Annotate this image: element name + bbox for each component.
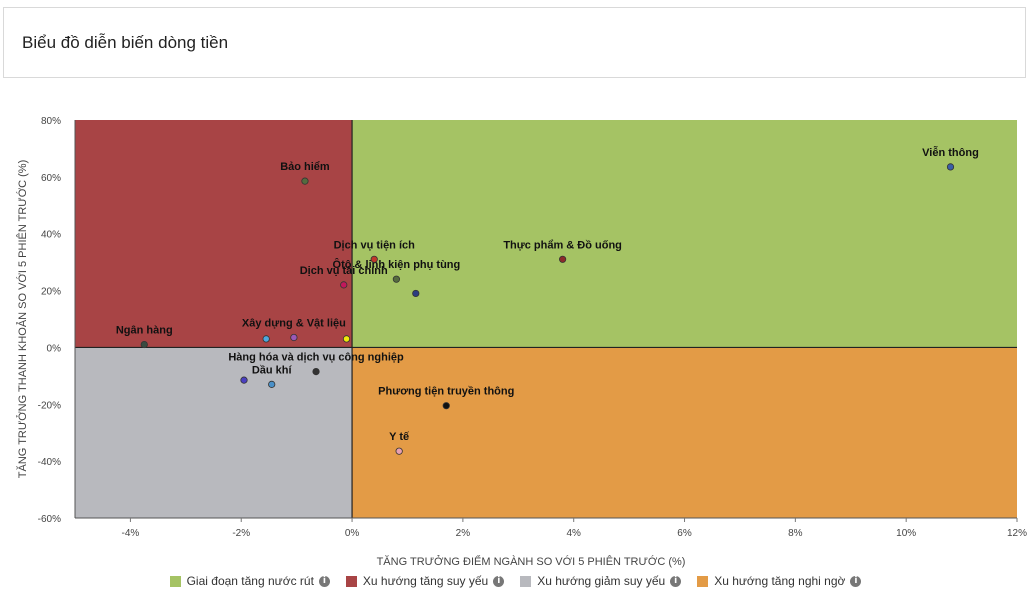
data-label: Ôtô & linh kiện phụ tùng (333, 258, 461, 271)
info-icon[interactable]: i (670, 575, 682, 587)
y-axis-label: TĂNG TRƯỞNG THANH KHOẢN SO VỚI 5 PHIÊN T… (16, 160, 29, 478)
y-tick-label: 20% (41, 287, 61, 298)
legend-label: Xu hướng giảm suy yếu (537, 574, 666, 588)
data-label: Viễn thông (922, 146, 979, 159)
chart-header: Biểu đồ diễn biến dòng tiền (3, 7, 1026, 78)
data-label: Phương tiện truyền thông (378, 386, 514, 398)
data-point (559, 255, 567, 263)
x-tick-label: 8% (788, 528, 803, 539)
chart-legend: Giai đoạn tăng nước rút i Xu hướng tăng … (0, 574, 1031, 588)
legend-item-weakening-downtrend[interactable]: Xu hướng giảm suy yếu i (520, 574, 682, 588)
data-point (370, 255, 378, 263)
legend-swatch (169, 575, 181, 587)
page-title: Biểu đồ diễn biến dòng tiền (22, 33, 229, 52)
data-point (268, 380, 276, 388)
data-label: Xây dựng & Vật liệu (242, 317, 346, 329)
data-label: Bảo hiểm (280, 161, 330, 173)
quadrant-bottom-right (352, 347, 1017, 518)
y-tick-label: 0% (47, 343, 62, 354)
cashflow-scatter-chart: -4% -2% 0% 2% 4% 6% 8% 10% 12% -60% -40% -20% 0% 20% 4… (16, 116, 1027, 568)
quadrant-top-left (75, 120, 353, 348)
legend-label: Giai đoạn tăng nước rút (186, 574, 314, 588)
data-label: Dịch vụ tài chính (300, 265, 388, 277)
x-tick-label: 4% (566, 528, 581, 539)
y-tick-label: 40% (41, 230, 61, 241)
data-label: Dịch vụ tiện ích (334, 239, 416, 251)
y-tick-label: 80% (41, 116, 61, 127)
data-point (301, 177, 309, 185)
data-point (290, 333, 298, 342)
legend-item-doubtful-uptrend[interactable]: Xu hướng tăng nghi ngờ i (697, 574, 862, 588)
legend-label: Xu hướng tăng suy yếu (362, 574, 489, 588)
info-icon[interactable]: i (318, 575, 330, 587)
legend-label: Xu hướng tăng nghi ngờ (714, 574, 846, 588)
x-tick-label: -4% (122, 528, 140, 539)
x-tick-label: -2% (232, 528, 250, 539)
legend-swatch (345, 575, 357, 587)
y-tick-label: 60% (41, 173, 61, 184)
data-point (340, 281, 348, 289)
data-label: Y tế (389, 431, 410, 443)
data-point (312, 367, 320, 376)
info-icon[interactable]: i (850, 575, 862, 587)
legend-item-weakening-uptrend[interactable]: Xu hướng tăng suy yếu i (345, 574, 505, 588)
legend-swatch (697, 575, 709, 587)
quadrant-top-right (352, 120, 1017, 348)
data-label: Dầu khí (252, 364, 293, 376)
x-tick-label: 12% (1007, 528, 1027, 539)
data-point (392, 275, 400, 283)
info-icon[interactable]: i (493, 575, 505, 587)
x-tick-label: 10% (896, 528, 916, 539)
data-label: Ngân hàng (116, 325, 173, 337)
x-tick-label: 0% (345, 528, 360, 539)
data-point (240, 376, 248, 384)
data-label: Hàng hóa và dịch vụ công nghiệp (228, 352, 404, 364)
x-tick-label: 2% (456, 528, 471, 539)
quadrant-bottom-left (75, 347, 353, 518)
data-label: Thực phẩm & Đồ uống (503, 239, 622, 251)
data-point (140, 340, 148, 349)
x-axis-label: TĂNG TRƯỞNG ĐIỂM NGÀNH SO VỚI 5 PHIÊN TR… (377, 555, 686, 568)
data-point (412, 289, 420, 298)
data-point (395, 447, 403, 455)
legend-item-accelerating[interactable]: Giai đoạn tăng nước rút i (169, 574, 330, 588)
data-point (946, 163, 955, 171)
y-tick-label: -20% (38, 400, 61, 411)
data-point (262, 335, 270, 343)
y-tick-label: -40% (38, 457, 61, 468)
data-point (342, 335, 351, 343)
legend-swatch (520, 575, 532, 587)
data-point (442, 402, 450, 410)
x-tick-label: 6% (677, 528, 692, 539)
y-tick-label: -60% (38, 514, 61, 525)
